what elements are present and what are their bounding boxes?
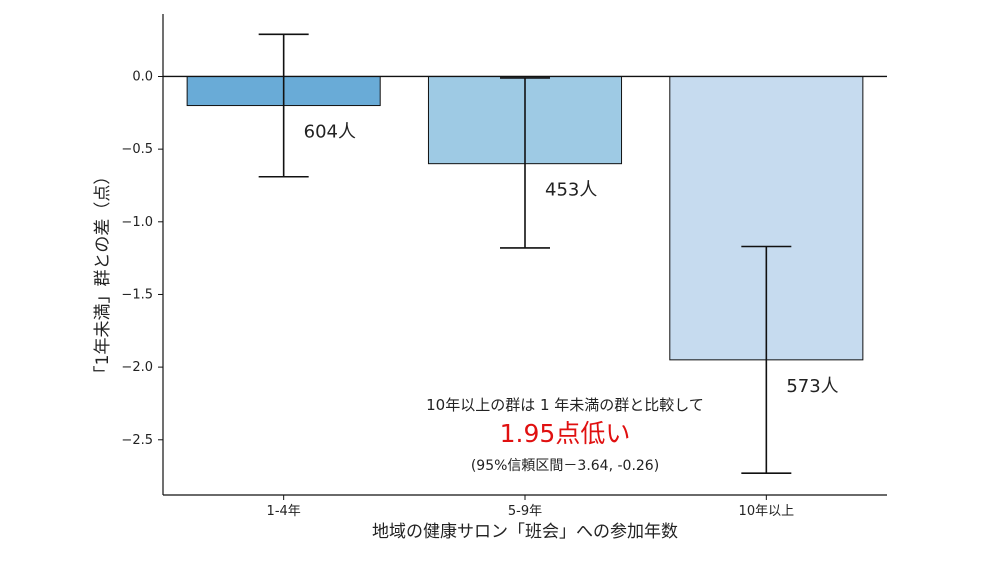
annotation-ci: (95%信頼区間－3.64, -0.26) — [471, 458, 659, 474]
bar-count-label: 573人 — [786, 376, 838, 397]
annotation-line-1: 10年以上の群は 1 年未満の群と比較して — [426, 396, 704, 414]
error-bar-1 — [258, 33, 309, 178]
annotation-highlight: 1.95点低い — [500, 419, 631, 448]
error-bar-3 — [741, 245, 792, 475]
x-tick-label: 5-9年 — [508, 504, 542, 519]
y-tick-label: 0.0 — [132, 69, 153, 84]
bar-count-label: 604人 — [304, 122, 356, 143]
x-tick-label: 10年以上 — [739, 504, 795, 519]
x-tick-label: 1-4年 — [267, 504, 301, 519]
y-tick-label: −2.0 — [121, 360, 153, 375]
x-axis-title: 地域の健康サロン「班会」への参加年数 — [372, 522, 678, 542]
y-tick-label: −2.5 — [121, 433, 153, 448]
y-axis-title: 「1年未満」群との差（点） — [93, 168, 113, 383]
bar-count-label: 453人 — [545, 180, 597, 201]
labels-layer: 604人 453人 573人 — [304, 122, 839, 397]
error-bars-layer — [258, 33, 792, 475]
y-tick-label: −0.5 — [121, 142, 153, 157]
y-tick-label: −1.0 — [121, 215, 153, 230]
error-bar-2 — [500, 77, 550, 249]
axes-layer: 0.0 −0.5 −1.0 −1.5 −2.0 −2.5 1-4年 5-9年 10年以上 — [121, 14, 887, 519]
y-tick-label: −1.5 — [121, 287, 153, 302]
